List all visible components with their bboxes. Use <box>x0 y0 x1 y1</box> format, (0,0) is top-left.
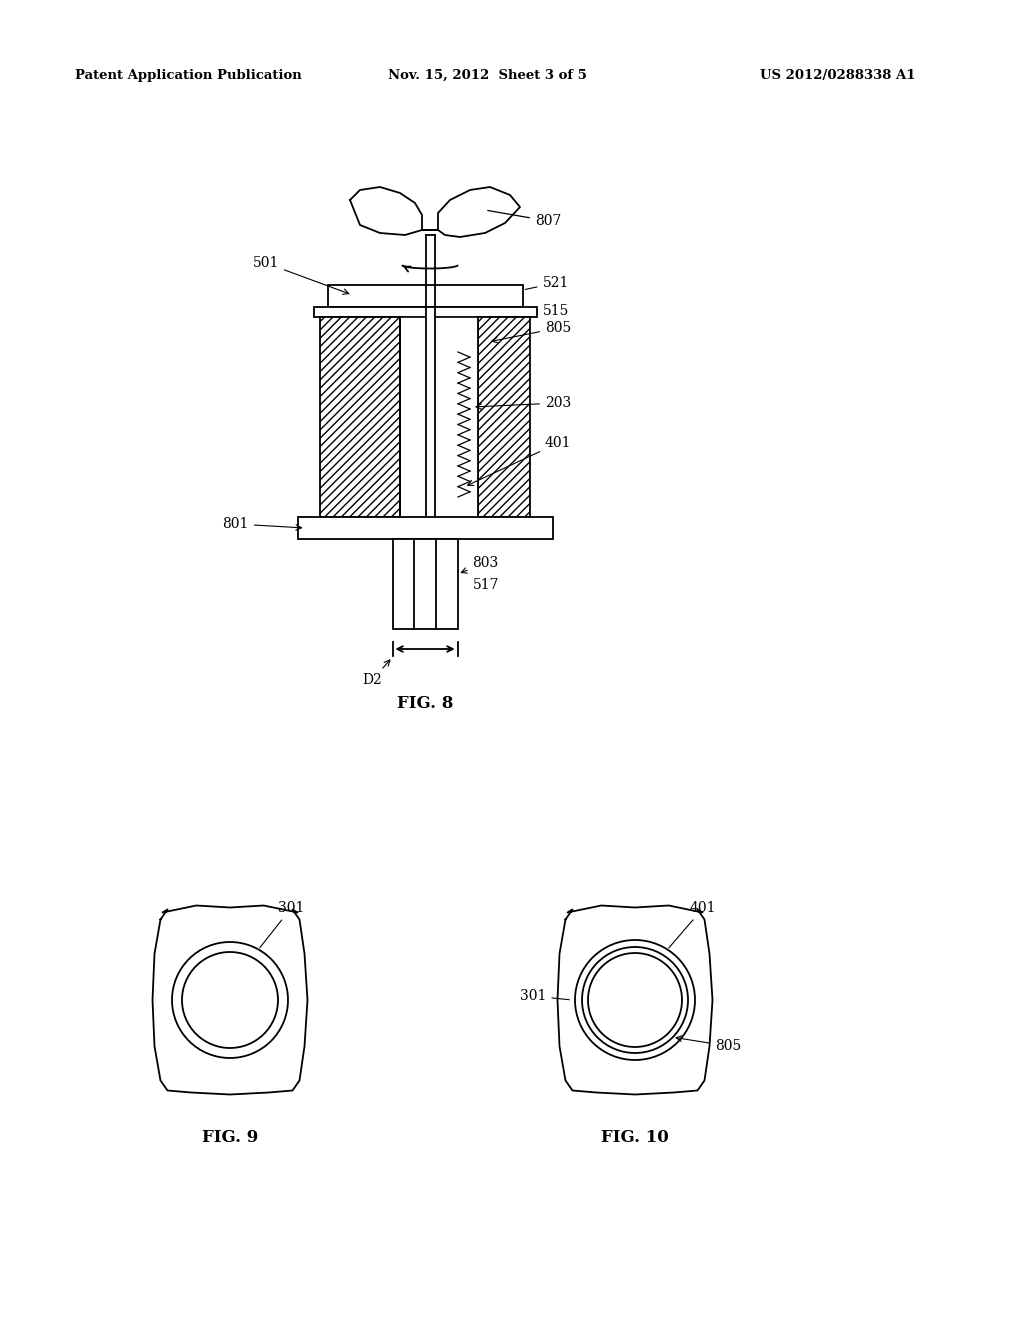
Bar <box>392 539 458 630</box>
Text: 401: 401 <box>468 436 571 486</box>
Bar <box>400 317 478 517</box>
Text: FIG. 8: FIG. 8 <box>397 696 454 713</box>
Text: 203: 203 <box>476 396 571 411</box>
Bar <box>328 285 522 308</box>
Text: 301: 301 <box>520 989 569 1003</box>
Bar <box>478 317 530 517</box>
Text: 521: 521 <box>525 276 569 290</box>
Text: 301: 301 <box>260 902 304 948</box>
Bar <box>313 308 537 317</box>
Text: 515: 515 <box>537 304 569 318</box>
Text: 807: 807 <box>487 210 561 228</box>
Text: 401: 401 <box>669 902 717 948</box>
Text: 803: 803 <box>461 556 499 573</box>
Text: FIG. 10: FIG. 10 <box>601 1129 669 1146</box>
Text: Patent Application Publication: Patent Application Publication <box>75 69 302 82</box>
Bar <box>298 517 553 539</box>
Text: 801: 801 <box>222 517 301 531</box>
Text: FIG. 9: FIG. 9 <box>202 1129 258 1146</box>
Text: D2: D2 <box>362 660 390 686</box>
Text: 517: 517 <box>472 578 499 591</box>
Text: US 2012/0288338 A1: US 2012/0288338 A1 <box>760 69 915 82</box>
Text: 805: 805 <box>492 321 571 343</box>
Text: 805: 805 <box>676 1036 741 1053</box>
Bar <box>319 317 400 517</box>
Text: Nov. 15, 2012  Sheet 3 of 5: Nov. 15, 2012 Sheet 3 of 5 <box>388 69 587 82</box>
Text: 501: 501 <box>253 256 349 294</box>
Bar <box>426 308 434 521</box>
